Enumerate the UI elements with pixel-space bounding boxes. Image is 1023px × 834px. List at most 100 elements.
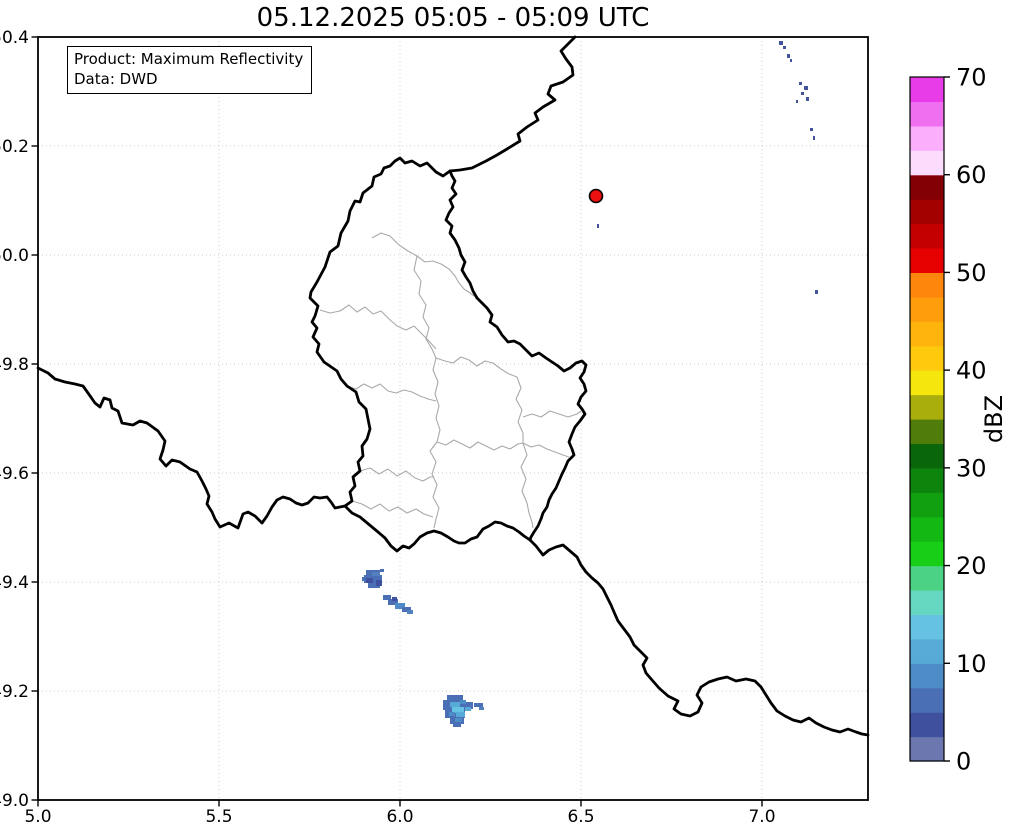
- colorbar-band: [910, 736, 944, 762]
- district-border-path: [522, 410, 582, 418]
- district-border-path: [429, 441, 440, 529]
- colorbar-band: [910, 77, 944, 103]
- colorbar-band: [910, 687, 944, 713]
- country-border-path: [448, 35, 577, 173]
- colorbar-band: [910, 516, 944, 542]
- y-tick-label: 50.2: [0, 137, 29, 157]
- colorbar-band: [910, 467, 944, 493]
- colorbar-tick-label: 50: [956, 259, 987, 287]
- radar-echo-pixel: [447, 695, 463, 703]
- y-tick-label: 50.4: [0, 28, 29, 48]
- colorbar-band: [910, 394, 944, 420]
- y-tick-label: 49.4: [0, 573, 29, 593]
- radar-echo-pixel: [380, 569, 384, 572]
- colorbar-band: [910, 443, 944, 469]
- radar-echo-pixel: [452, 707, 464, 713]
- district-border-path: [413, 255, 437, 359]
- y-tick-label: 50.0: [0, 246, 29, 266]
- colorbar-band: [910, 565, 944, 591]
- district-border-path: [371, 232, 475, 297]
- radar-echo-pixel: [479, 707, 484, 710]
- colorbar-band: [910, 321, 944, 347]
- y-tick-label: 49.8: [0, 355, 29, 375]
- colorbar-band: [910, 101, 944, 127]
- country-border-path: [444, 169, 588, 542]
- radar-echo-speck: [783, 46, 786, 49]
- radar-echo-pixel: [368, 583, 380, 588]
- radar-echo-pixel: [372, 572, 380, 576]
- radar-echo-speck: [790, 59, 792, 62]
- y-tick-label: 49.0: [0, 791, 29, 811]
- radar-station-marker: [588, 188, 604, 204]
- colorbar-tick-label: 10: [956, 650, 987, 678]
- radar-echo-speck: [806, 97, 809, 101]
- x-tick-label: 6.0: [386, 807, 413, 827]
- colorbar-tick-label: 0: [956, 748, 971, 776]
- radar-echo-pixel: [395, 603, 405, 609]
- colorbar-band: [910, 638, 944, 664]
- radar-echo-pixel: [383, 595, 391, 600]
- radar-echo-speck: [779, 41, 783, 45]
- radar-echo-pixel: [453, 723, 461, 727]
- radar-echo-pixel: [463, 702, 473, 709]
- radar-echo-pixel: [455, 718, 462, 722]
- radar-echo-speck: [787, 54, 790, 58]
- colorbar-band: [910, 590, 944, 616]
- colorbar-band: [910, 248, 944, 274]
- district-border-path: [351, 500, 434, 518]
- radar-echo-pixel: [362, 577, 366, 581]
- colorbar-band: [910, 712, 944, 738]
- radar-echo-pixel: [392, 597, 397, 601]
- x-tick-label: 6.5: [567, 807, 594, 827]
- colorbar-band: [910, 541, 944, 567]
- colorbar-band: [910, 370, 944, 396]
- radar-echo-pixel: [449, 712, 455, 716]
- district-border-path: [435, 356, 518, 378]
- radar-echo-speck: [810, 128, 813, 131]
- colorbar-band: [910, 345, 944, 371]
- radar-echo-pixel: [465, 707, 471, 711]
- plot-border: [37, 36, 869, 801]
- x-tick-label: 5.0: [24, 807, 51, 827]
- radar-echo-speck: [815, 290, 818, 294]
- product-info-line: Product: Maximum Reflectivity: [74, 50, 304, 68]
- colorbar-band: [910, 150, 944, 176]
- radar-echo-speck: [796, 100, 798, 103]
- colorbar-band: [910, 419, 944, 445]
- radar-echo-pixel: [388, 599, 398, 605]
- radar-echo-pixel: [402, 607, 411, 612]
- district-border-path: [432, 357, 441, 443]
- colorbar-band: [910, 125, 944, 151]
- colorbar-band: [910, 199, 944, 225]
- colorbar-tick-label: 40: [956, 357, 987, 385]
- district-border-path: [346, 383, 437, 402]
- radar-echo-pixel: [460, 700, 466, 704]
- radar-echo-pixel: [376, 580, 382, 586]
- colorbar-band: [910, 492, 944, 518]
- colorbar-axis-label: dBZ: [980, 395, 1008, 443]
- radar-echo-speck: [801, 92, 804, 95]
- x-tick-label: 7.0: [748, 807, 775, 827]
- radar-echo-speck: [813, 136, 815, 140]
- district-border-path: [319, 304, 437, 350]
- colorbar-outline: [909, 76, 945, 762]
- radar-echo-pixel: [450, 702, 460, 707]
- colorbar-tick-label: 30: [956, 454, 987, 482]
- radar-echo-pixel: [366, 578, 373, 583]
- x-tick-label: 5.5: [205, 807, 232, 827]
- district-border-path: [359, 467, 434, 482]
- colorbar-band: [910, 223, 944, 249]
- country-border-path: [308, 156, 452, 508]
- colorbar-band: [910, 663, 944, 689]
- data-source-line: Data: DWD: [74, 70, 158, 88]
- colorbar-tick-label: 70: [956, 64, 987, 92]
- product-info-box: Product: Maximum Reflectivity Data: DWD: [67, 46, 313, 94]
- radar-echo-speck: [799, 82, 802, 85]
- figure-title: 05.12.2025 05:05 - 05:09 UTC: [256, 3, 650, 33]
- country-border-path: [36, 366, 870, 737]
- radar-echo-speck: [597, 224, 599, 228]
- colorbar-band: [910, 272, 944, 298]
- radar-echo-pixel: [407, 610, 413, 614]
